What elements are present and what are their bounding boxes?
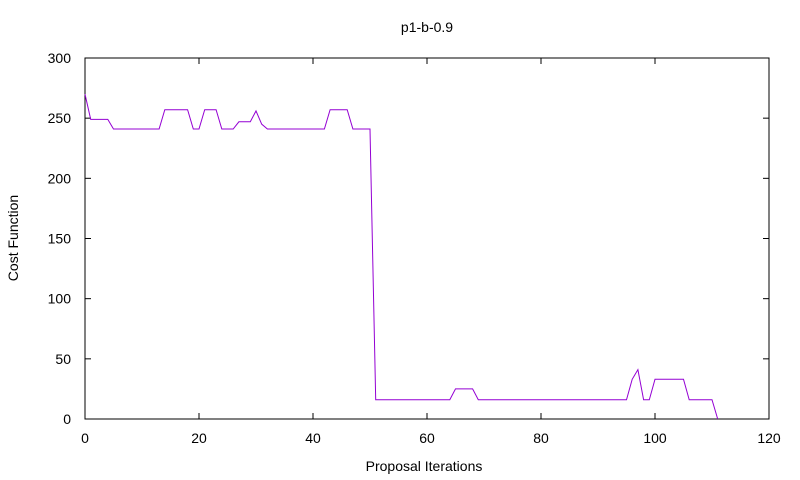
cost-function-line (84, 93, 719, 420)
x-tick-label: 20 (191, 430, 207, 446)
y-tick-label: 50 (55, 351, 71, 367)
y-tick-label: 300 (48, 50, 72, 66)
x-tick-label: 100 (643, 430, 667, 446)
x-tick-label: 40 (305, 430, 321, 446)
x-axis: 0 20 40 60 80 100 120 (81, 58, 781, 446)
y-axis: 0 50 100 150 200 250 300 (48, 50, 769, 427)
chart-title: p1-b-0.9 (401, 19, 453, 35)
x-tick-label: 80 (533, 430, 549, 446)
x-tick-label: 60 (419, 430, 435, 446)
y-tick-label: 150 (48, 231, 72, 247)
plot-area-border (84, 57, 770, 420)
y-axis-label: Cost Function (5, 195, 21, 281)
y-tick-label: 0 (63, 411, 71, 427)
y-tick-label: 100 (48, 291, 72, 307)
x-tick-label: 0 (81, 430, 89, 446)
y-tick-label: 250 (48, 110, 72, 126)
y-tick-label: 200 (48, 170, 72, 186)
x-tick-label: 120 (757, 430, 781, 446)
x-axis-label: Proposal Iterations (366, 458, 483, 474)
